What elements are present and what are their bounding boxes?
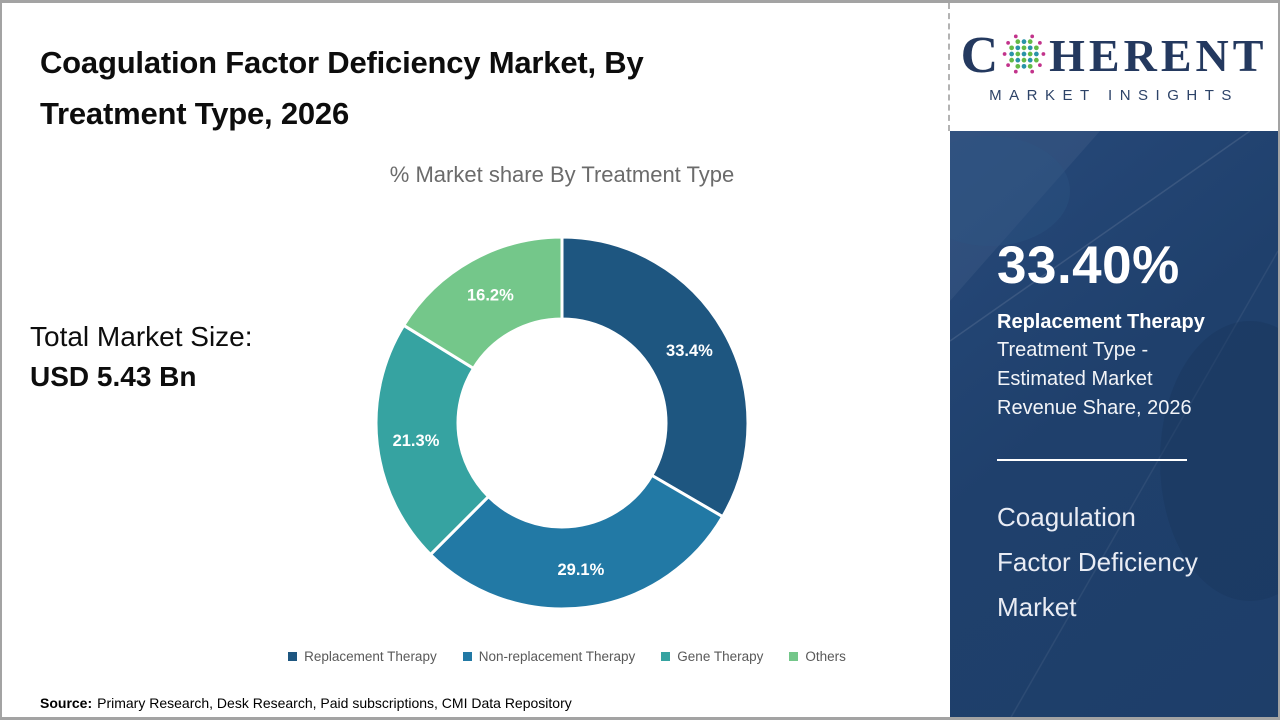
market-name-line1: Coagulation: [997, 502, 1136, 532]
legend-label: Non-replacement Therapy: [478, 649, 636, 664]
legend-item-replacement-therapy: Replacement Therapy: [288, 649, 437, 664]
source-label: Source:: [40, 695, 93, 711]
total-market-label: Total Market Size:: [30, 321, 253, 352]
stat-desc-line1: Treatment Type -: [997, 339, 1149, 361]
market-name-line3: Market: [997, 592, 1077, 622]
legend-swatch-icon: [789, 652, 799, 661]
donut-slice-non-replacement-therapy: [428, 473, 725, 611]
legend-label: Others: [805, 649, 846, 664]
donut-chart: 33.4% 29.1% 21.3% 16.2%: [372, 233, 752, 613]
legend-swatch-icon: [462, 652, 472, 661]
legend-swatch-icon: [661, 652, 671, 661]
market-name-line2: Factor Deficiency: [997, 547, 1198, 577]
legend-label: Replacement Therapy: [304, 649, 437, 664]
donut-slice-label: 16.2%: [467, 287, 514, 305]
divider-line: [997, 459, 1187, 461]
stat-desc-line3: Revenue Share, 2026: [997, 397, 1192, 419]
total-market-size: Total Market Size: USD 5.43 Bn: [30, 317, 253, 397]
brand-logo: C HERENT MARKET INSIGHTS: [948, 3, 1278, 131]
logo-globe-icon: [1002, 34, 1046, 74]
donut-chart-svg: 33.4% 29.1% 21.3% 16.2%: [374, 235, 750, 611]
stat-value: 33.40%: [997, 236, 1180, 295]
page-title-line1: Coagulation Factor Deficiency Market, By: [40, 45, 644, 80]
legend-item-gene-therapy: Gene Therapy: [661, 649, 763, 664]
donut-slice-others: [402, 235, 564, 370]
legend-swatch-icon: [288, 652, 298, 661]
brand-logo-tagline: MARKET INSIGHTS: [989, 87, 1239, 104]
highlight-content: 33.40% Replacement Therapy Treatment Typ…: [997, 237, 1278, 630]
chart-legend: Replacement Therapy Non-replacement Thera…: [182, 649, 952, 664]
donut-slice-label: 33.4%: [666, 342, 713, 360]
legend-item-others: Others: [789, 649, 846, 664]
source-text: Primary Research, Desk Research, Paid su…: [97, 695, 572, 711]
donut-slice-gene-therapy: [374, 323, 490, 557]
sidebar: C HERENT MARKET INSIGHTS 33.40% Replacem…: [948, 3, 1278, 717]
market-name: Coagulation Factor Deficiency Market: [997, 495, 1278, 630]
legend-item-non-replacement-therapy: Non-replacement Therapy: [462, 649, 636, 664]
source-note: Source: Primary Research, Desk Research, …: [40, 695, 572, 711]
donut-slice-label: 29.1%: [557, 561, 604, 579]
brand-logo-wordmark: C HERENT: [961, 30, 1268, 82]
total-market-value: USD 5.43 Bn: [30, 361, 197, 392]
stat-desc-line2: Estimated Market: [997, 368, 1153, 390]
stat-segment-name: Replacement Therapy: [997, 311, 1205, 333]
legend-label: Gene Therapy: [677, 649, 764, 664]
page-title: Coagulation Factor Deficiency Market, By…: [40, 37, 820, 139]
logo-letters-rest: HERENT: [1049, 30, 1268, 81]
highlight-panel: 33.40% Replacement Therapy Treatment Typ…: [950, 131, 1278, 717]
page-title-line2: Treatment Type, 2026: [40, 96, 350, 131]
logo-letter-c: C: [960, 27, 1000, 84]
donut-slice-replacement-therapy: [560, 235, 750, 519]
chart-title: % Market share By Treatment Type: [389, 162, 735, 187]
donut-slice-label: 21.3%: [393, 432, 440, 450]
